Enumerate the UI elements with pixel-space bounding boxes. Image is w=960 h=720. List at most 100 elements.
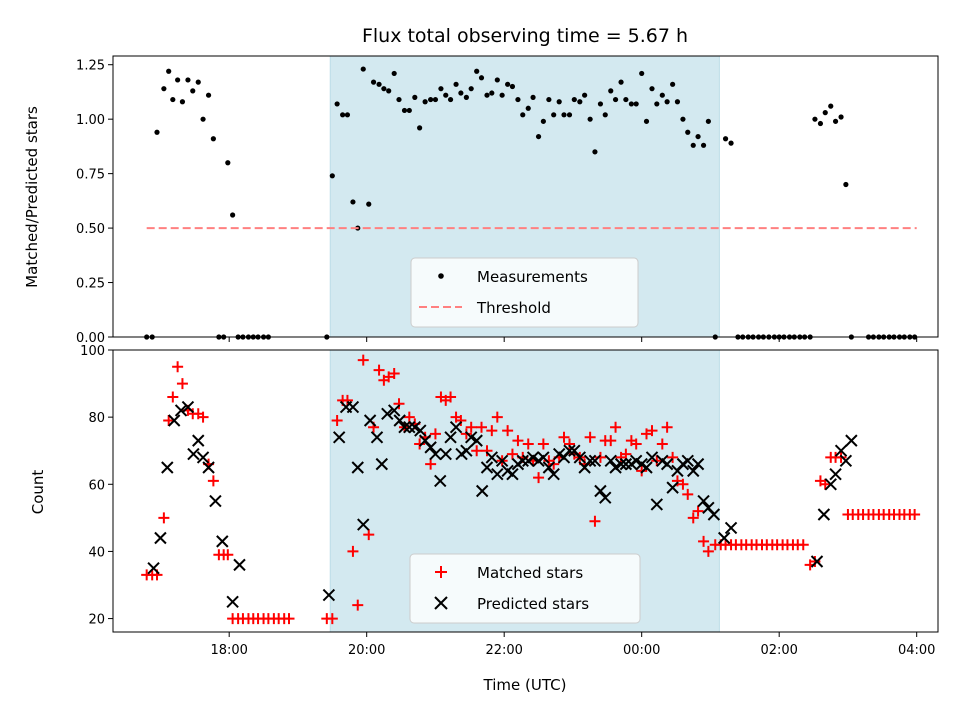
measurements-point xyxy=(535,133,542,140)
measurements-point xyxy=(582,92,588,98)
matched-stars-point xyxy=(167,391,179,403)
measurements-point xyxy=(566,112,573,118)
predicted-stars-point xyxy=(604,454,617,467)
matched-stars-point xyxy=(163,415,175,426)
y-tick-label: 80 xyxy=(88,411,105,426)
measurements-point xyxy=(608,88,614,94)
predicted-stars-point xyxy=(537,451,550,464)
measurements-point xyxy=(386,88,392,94)
measurements-point xyxy=(484,92,490,98)
legend-label-measurements: Measurements xyxy=(477,268,588,286)
measurements-point xyxy=(685,129,691,135)
matched-stars-point xyxy=(331,415,343,426)
predicted-stars-point xyxy=(495,454,509,467)
measurements-point xyxy=(551,112,557,118)
predicted-stars-point xyxy=(470,434,483,447)
measurements-point xyxy=(438,86,444,92)
predicted-stars-point xyxy=(414,424,427,437)
matched-stars-point xyxy=(819,478,831,490)
measurements-point xyxy=(838,114,844,120)
predicted-stars-point xyxy=(547,468,560,481)
measurements-point xyxy=(812,116,818,122)
y-tick-label: 0.75 xyxy=(76,168,105,183)
x-tick-label: 02:00 xyxy=(760,643,797,658)
predicted-stars-point xyxy=(375,457,389,471)
measurements-point xyxy=(612,96,619,103)
measurements-point xyxy=(447,96,454,103)
matched-stars-point xyxy=(682,488,694,500)
predicted-stars-point xyxy=(475,484,489,498)
matched-stars-point xyxy=(636,465,648,477)
predicted-stars-point xyxy=(573,451,587,464)
matched-stars-point xyxy=(283,613,295,625)
legend-marker-measurements xyxy=(438,273,444,279)
top-panel-series xyxy=(144,66,918,340)
measurements-point xyxy=(540,118,546,124)
predicted-stars-point xyxy=(408,421,422,434)
matched-stars-point xyxy=(388,368,400,379)
predicted-stars-point xyxy=(387,404,401,417)
matched-stars-point xyxy=(522,438,534,450)
matched-stars-point xyxy=(564,438,575,450)
measurements-point xyxy=(505,81,511,87)
measurements-point xyxy=(670,81,676,87)
matched-stars-point xyxy=(651,455,663,467)
predicted-stars-point xyxy=(226,595,239,608)
measurements-point xyxy=(728,140,734,146)
matched-stars-point xyxy=(476,421,487,433)
predicted-stars-point xyxy=(845,434,858,447)
predicted-stars-point xyxy=(174,404,188,417)
predicted-stars-point xyxy=(563,444,576,457)
y-tick-label: 1.25 xyxy=(76,59,105,74)
measurements-point xyxy=(401,107,408,114)
measurements-point xyxy=(618,79,624,85)
predicted-stars-point xyxy=(506,468,519,481)
predicted-stars-point xyxy=(609,461,622,474)
measurements-point xyxy=(453,81,459,87)
y-tick-label: 0.00 xyxy=(76,331,105,346)
measurements-point xyxy=(832,118,839,124)
predicted-stars-point xyxy=(351,461,364,474)
measurements-point xyxy=(690,142,696,148)
measurements-point xyxy=(195,79,201,85)
matched-stars-point xyxy=(455,415,467,426)
legend-label-predicted-stars: Predicted stars xyxy=(477,595,589,613)
x-tick-label: 18:00 xyxy=(210,643,247,658)
y-tick-label: 40 xyxy=(88,545,105,560)
predicted-stars-point xyxy=(357,518,370,531)
measurements-point xyxy=(530,94,536,100)
measurements-point xyxy=(391,70,397,77)
measurements-point xyxy=(515,96,521,103)
matched-stars-point xyxy=(698,535,710,547)
measurements-point xyxy=(463,94,469,100)
predicted-stars-point xyxy=(216,535,229,548)
matched-stars-point xyxy=(909,509,921,520)
measurements-point xyxy=(190,88,196,94)
matched-stars-point xyxy=(491,411,503,423)
matched-stars-point xyxy=(533,472,545,484)
measurements-point xyxy=(406,107,412,114)
predicted-stars-point xyxy=(181,400,195,414)
measurements-point xyxy=(843,181,849,188)
matched-stars-point xyxy=(425,458,437,470)
predicted-stars-point xyxy=(666,481,679,494)
measurements-point xyxy=(210,136,216,142)
measurements-point xyxy=(432,96,439,103)
y-tick-label: 0.50 xyxy=(76,222,105,237)
matched-stars-point xyxy=(584,431,596,443)
predicted-stars-point xyxy=(645,451,659,464)
measurements-point xyxy=(643,118,650,124)
measurements-point xyxy=(428,96,434,103)
measurements-point xyxy=(639,70,645,77)
measurements-point xyxy=(166,68,172,74)
matched-stars-point xyxy=(677,478,689,490)
measurements-point xyxy=(664,99,670,105)
matched-stars-point xyxy=(172,361,184,373)
measurements-point xyxy=(376,81,382,87)
measurements-point xyxy=(175,77,181,83)
matched-stars-point xyxy=(506,448,518,460)
y-tick-label: 60 xyxy=(88,478,105,493)
measurements-point xyxy=(623,96,629,103)
predicted-stars-point xyxy=(233,558,246,572)
measurements-point xyxy=(412,94,418,100)
